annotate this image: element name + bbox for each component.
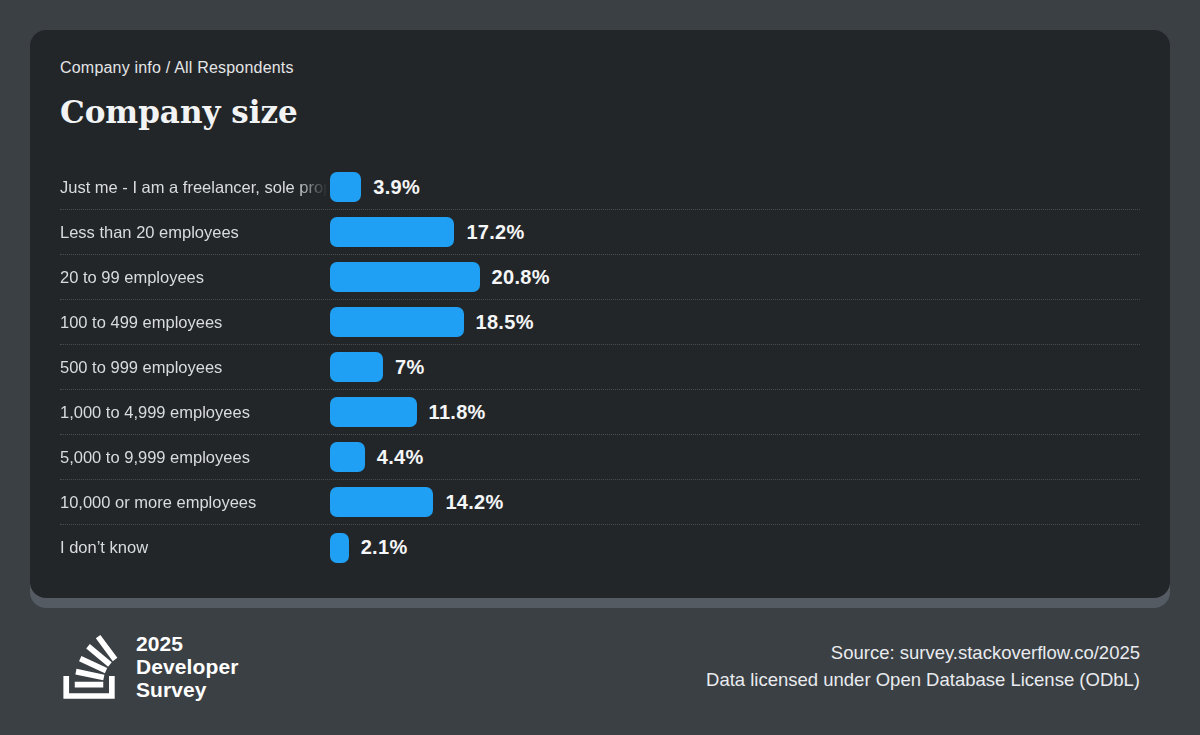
category-label-text: 500 to 999 employees	[60, 358, 222, 376]
chart-row: 5,000 to 9,999 employees 4.4%	[60, 435, 1140, 480]
value-label: 4.4%	[377, 446, 424, 469]
source-line-1: Source: survey.stackoverflow.co/2025	[706, 639, 1140, 666]
page-title: Company size	[60, 92, 1140, 132]
brand-line-2: Developer	[136, 655, 238, 678]
value-label: 17.2%	[466, 221, 524, 244]
category-label: 5,000 to 9,999 employees	[60, 448, 330, 467]
bar[interactable]	[330, 533, 349, 563]
value-label: 2.1%	[361, 536, 408, 559]
bar[interactable]	[330, 487, 433, 517]
category-label-text: 100 to 499 employees	[60, 313, 222, 331]
category-label-text: I don’t know	[60, 538, 148, 556]
brand-text: 2025 Developer Survey	[136, 632, 238, 701]
chart-row: Just me - I am a freelancer, sole propri…	[60, 165, 1140, 210]
chart-row: 20 to 99 employees 20.8%	[60, 255, 1140, 300]
category-label: 500 to 999 employees	[60, 358, 330, 377]
category-label-text: 1,000 to 4,999 employees	[60, 403, 250, 421]
category-label-text: Just me - I am a freelancer, sole propri…	[60, 178, 330, 196]
chart-card: Company info / All Respondents Company s…	[30, 30, 1170, 598]
bar[interactable]	[330, 397, 417, 427]
bar[interactable]	[330, 172, 361, 202]
bar[interactable]	[330, 217, 454, 247]
bar[interactable]	[330, 442, 365, 472]
footer: 2025 Developer Survey Source: survey.sta…	[0, 626, 1200, 706]
stackoverflow-icon	[60, 626, 122, 706]
category-label: 20 to 99 employees	[60, 268, 330, 287]
source-line-2: Data licensed under Open Database Licens…	[706, 666, 1140, 693]
value-label: 18.5%	[476, 311, 534, 334]
category-label-text: Less than 20 employees	[60, 223, 239, 241]
category-label-text: 20 to 99 employees	[60, 268, 204, 286]
category-label: I don’t know	[60, 538, 330, 557]
chart-row: Less than 20 employees 17.2%	[60, 210, 1140, 255]
bar[interactable]	[330, 262, 480, 292]
value-label: 14.2%	[445, 491, 503, 514]
value-label: 3.9%	[373, 176, 420, 199]
chart-row: I don’t know 2.1%	[60, 525, 1140, 570]
bar-chart: Just me - I am a freelancer, sole propri…	[60, 165, 1140, 570]
chart-row: 10,000 or more employees 14.2%	[60, 480, 1140, 525]
category-label: Just me - I am a freelancer, sole propri…	[60, 178, 330, 197]
bar[interactable]	[330, 307, 464, 337]
category-label-text: 10,000 or more employees	[60, 493, 256, 511]
category-label: 1,000 to 4,999 employees	[60, 403, 330, 422]
brand-line-3: Survey	[136, 678, 238, 701]
chart-row: 500 to 999 employees 7%	[60, 345, 1140, 390]
source-attribution: Source: survey.stackoverflow.co/2025 Dat…	[706, 639, 1140, 693]
category-label-text: 5,000 to 9,999 employees	[60, 448, 250, 466]
value-label: 7%	[395, 356, 425, 379]
category-label: 10,000 or more employees	[60, 493, 330, 512]
category-label: 100 to 499 employees	[60, 313, 330, 332]
breadcrumb: Company info / All Respondents	[60, 58, 1140, 78]
chart-row: 1,000 to 4,999 employees 11.8%	[60, 390, 1140, 435]
brand-line-1: 2025	[136, 632, 238, 655]
brand: 2025 Developer Survey	[60, 626, 238, 706]
value-label: 20.8%	[492, 266, 550, 289]
bar[interactable]	[330, 352, 383, 382]
chart-row: 100 to 499 employees 18.5%	[60, 300, 1140, 345]
value-label: 11.8%	[429, 401, 486, 424]
category-label: Less than 20 employees	[60, 223, 330, 242]
